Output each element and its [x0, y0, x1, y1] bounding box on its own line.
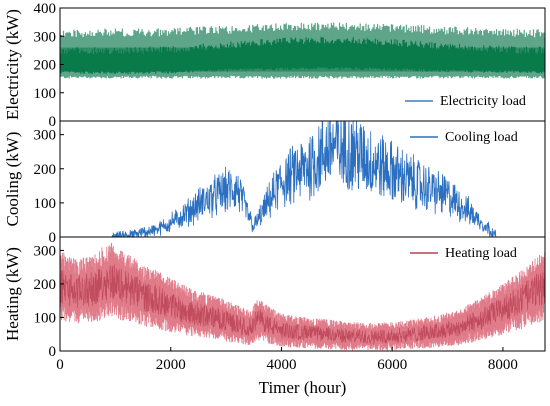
x-tick-label: 0	[56, 357, 64, 373]
y-tick-label: 0	[49, 114, 57, 130]
y-axis-title: Electricity (kW)	[3, 9, 22, 120]
series-1-marks	[60, 22, 545, 79]
panel-3-frame	[59, 236, 546, 352]
x-tick-label: 2000	[156, 357, 186, 373]
y-tick-label: 100	[34, 86, 57, 102]
y-tick-label: 300	[34, 128, 57, 144]
y-tick-label: 200	[34, 162, 57, 178]
x-tick-label: 6000	[377, 357, 407, 373]
y-axis-title: Heating (kW)	[3, 247, 22, 341]
legend-label: Electricity load	[440, 94, 526, 109]
y-tick-label: 200	[34, 277, 57, 293]
y-tick-label: 100	[34, 310, 57, 326]
y-tick-label: 400	[34, 1, 57, 17]
cooling-load-line	[60, 121, 545, 237]
legend-label: Heating load	[445, 246, 517, 261]
y-tick-label: 0	[49, 344, 57, 360]
x-axis-title: Timer (hour)	[259, 378, 347, 397]
y-tick-label: 0	[49, 230, 57, 246]
legend-label: Cooling load	[445, 130, 518, 145]
panel-2: 0 100 200 300 Cooling (kW) Cooling load	[3, 120, 546, 246]
y-tick-label: 200	[34, 58, 57, 74]
panel-1: 0 100 200 300 400 Electricity (kW) Electricity…	[3, 1, 546, 130]
y-axis-title: Cooling (kW)	[3, 132, 22, 227]
y-tick-label: 100	[34, 196, 57, 212]
heating-load-line	[60, 263, 545, 345]
y-tick-label: 300	[34, 243, 57, 259]
x-tick-label: 4000	[266, 357, 296, 373]
series-3-marks	[60, 242, 545, 351]
y-tick-label: 300	[34, 29, 57, 45]
panel-3: 0 100 200 300 Heating (kW) Heating load 0 2000 4…	[3, 236, 546, 397]
x-tick-label: 8000	[488, 357, 518, 373]
electricity-core	[60, 47, 545, 72]
series-2-marks	[60, 121, 545, 237]
